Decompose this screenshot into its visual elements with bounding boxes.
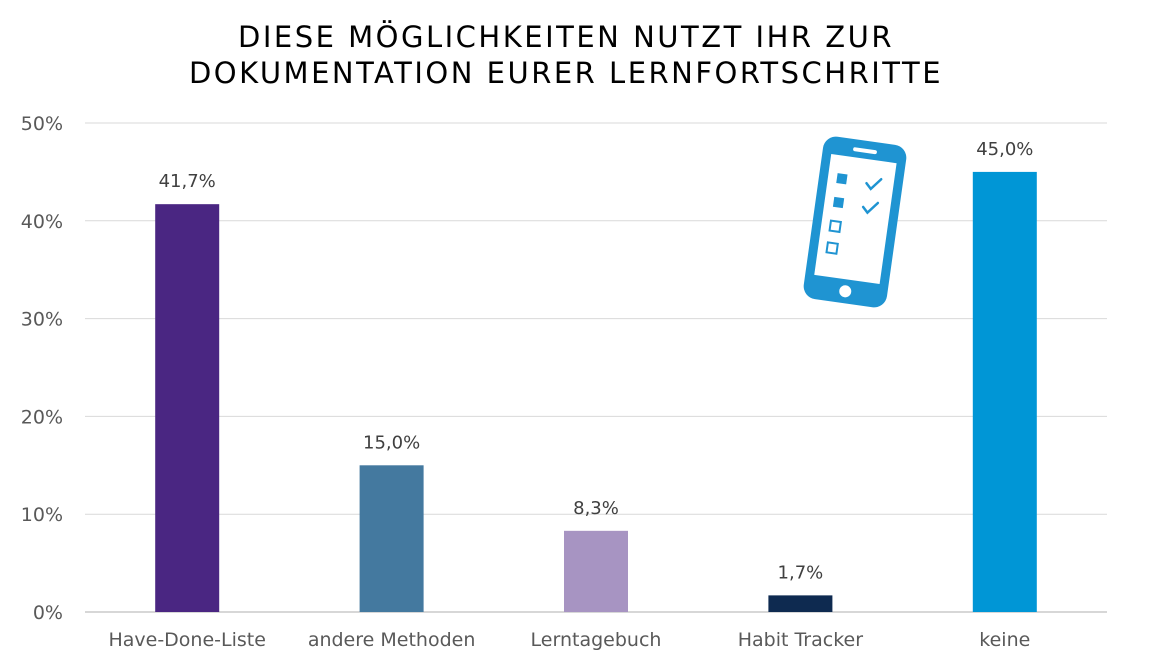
bars [155,171,1037,612]
category-label: Habit Tracker [738,629,863,651]
chart-title-line-2: DOKUMENTATION EURER LERNFORTSCHRITTE [189,56,943,90]
y-tick-label: 40% [21,211,63,233]
data-label: 41,7% [159,171,216,192]
y-tick-label: 0% [33,602,63,624]
data-label: 45,0% [976,139,1033,160]
bar [768,595,833,612]
bar [155,204,220,612]
category-label: Have-Done-Liste [108,629,265,651]
y-axis-ticks: 0% 10% 20% 30% 40% 50% [21,113,63,624]
category-labels: Have-Done-Liste andere Methoden Lerntagebu… [108,629,1030,651]
y-tick-label: 50% [21,113,63,135]
data-labels: 41,7% 15,0% 8,3% 1,7% 45,0% [159,139,1034,583]
bar [972,171,1037,612]
data-label: 1,7% [778,562,824,583]
y-tick-label: 30% [21,309,63,331]
smartphone-checklist-icon [803,136,907,308]
chart-title: DIESE MÖGLICHKEITEN NUTZT IHR ZUR DOKUME… [189,20,943,90]
bar [564,530,628,612]
chart-title-line-1: DIESE MÖGLICHKEITEN NUTZT IHR ZUR [238,20,894,54]
data-label: 15,0% [363,432,420,453]
bar [359,465,424,612]
y-tick-label: 20% [21,406,63,428]
data-label: 8,3% [573,498,619,519]
category-label: andere Methoden [308,629,476,651]
gridlines [85,122,1107,613]
category-label: Lerntagebuch [531,629,662,651]
category-label: keine [979,629,1030,651]
y-tick-label: 10% [21,504,63,526]
